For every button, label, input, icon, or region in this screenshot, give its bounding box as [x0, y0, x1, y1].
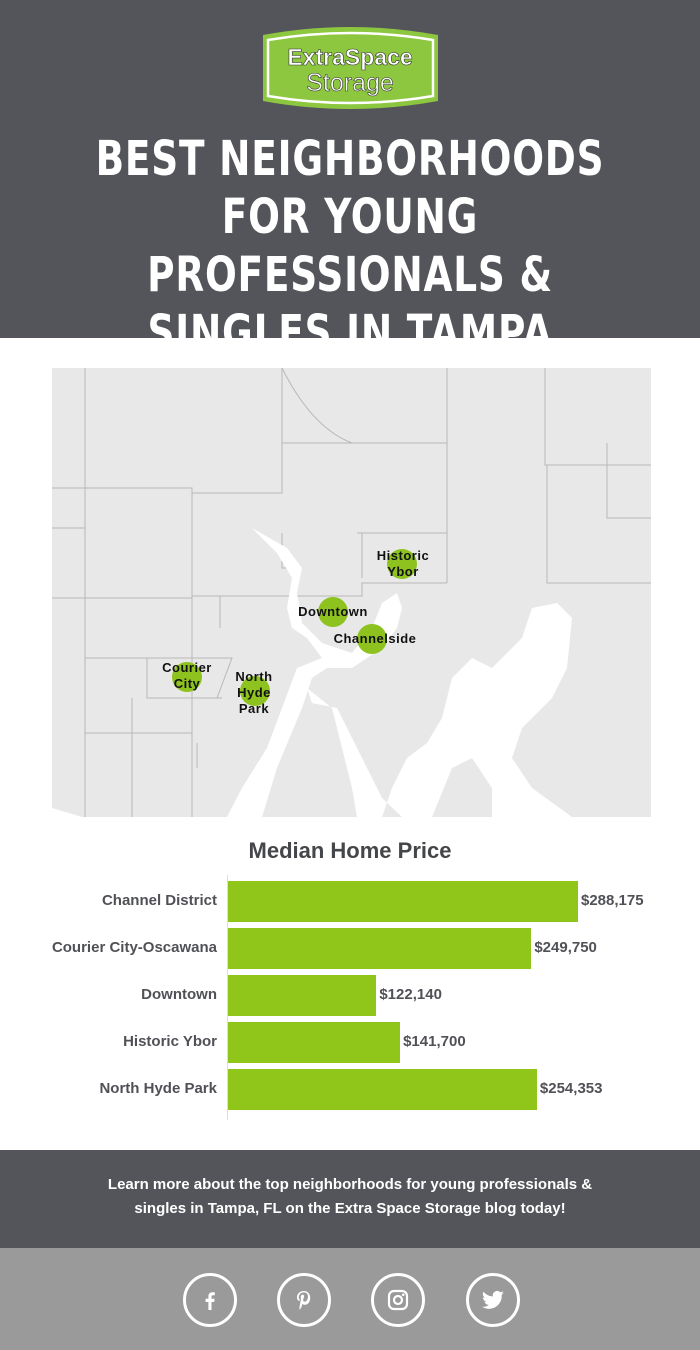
map-marker-channelside[interactable]: [357, 624, 387, 654]
category-label: Historic Ybor: [123, 1033, 217, 1050]
map-label-historic-ybor: Historic Ybor: [376, 548, 430, 579]
map-marker-historic-ybor[interactable]: [387, 549, 417, 579]
extra-space-storage-logo[interactable]: ExtraSpace Storage: [255, 25, 446, 111]
header: ExtraSpace Storage BEST NEIGHBORHOODS FO…: [0, 0, 700, 361]
twitter-icon: [482, 1290, 504, 1309]
map-marker-downtown[interactable]: [318, 597, 348, 627]
page-title: BEST NEIGHBORHOODS FOR YOUNG PROFESSIONA…: [95, 131, 605, 361]
category-label: Downtown: [141, 986, 217, 1003]
map-label-channelside: Channelside: [333, 631, 417, 646]
map-label-downtown: Downtown: [298, 604, 368, 619]
cta-text[interactable]: Learn more about the top neighborhoods f…: [107, 1176, 593, 1217]
category-label: North Hyde Park: [99, 1080, 217, 1097]
instagram-button[interactable]: [371, 1273, 425, 1327]
category-label: Channel District: [101, 892, 217, 909]
social-bar: [0, 1248, 700, 1350]
facebook-button[interactable]: [183, 1273, 237, 1327]
neighborhood-map: Historic Ybor Downtown Channelside Couri…: [52, 367, 651, 818]
chart-axis: [227, 875, 228, 1120]
value-label: $249,750: [534, 939, 597, 956]
bar-downtown[interactable]: [228, 975, 377, 1016]
map-marker-courier-city[interactable]: [172, 662, 202, 692]
map-marker-north-hyde-park[interactable]: [240, 676, 270, 706]
bar-north-hyde-park[interactable]: [228, 1069, 537, 1110]
map-label-north-hyde-park: North Hyde Park: [235, 669, 273, 716]
value-label: $141,700: [403, 1033, 466, 1050]
category-label: Courier City-Oscawana: [51, 939, 217, 956]
map-label-courier-city: Courier City: [162, 660, 212, 691]
chart-title: Median Home Price: [248, 838, 452, 863]
logo-text-1: ExtraSpace: [287, 44, 412, 70]
cta-banner: Learn more about the top neighborhoods f…: [0, 1150, 700, 1248]
value-label: $288,175: [581, 892, 644, 909]
bar-channel-district[interactable]: [228, 881, 578, 922]
bar-historic-ybor[interactable]: [228, 1022, 401, 1063]
pinterest-button[interactable]: [277, 1273, 331, 1327]
logo-text-2: Storage: [306, 69, 394, 97]
twitter-button[interactable]: [466, 1273, 520, 1327]
value-label: $254,353: [539, 1080, 603, 1097]
map-graphic: [52, 367, 651, 818]
value-label: $122,140: [379, 986, 442, 1003]
bar-courier-city-oscawana[interactable]: [228, 928, 532, 969]
instagram-icon: [387, 1289, 409, 1311]
pinterest-icon: [297, 1291, 311, 1310]
facebook-icon: [205, 1292, 215, 1310]
